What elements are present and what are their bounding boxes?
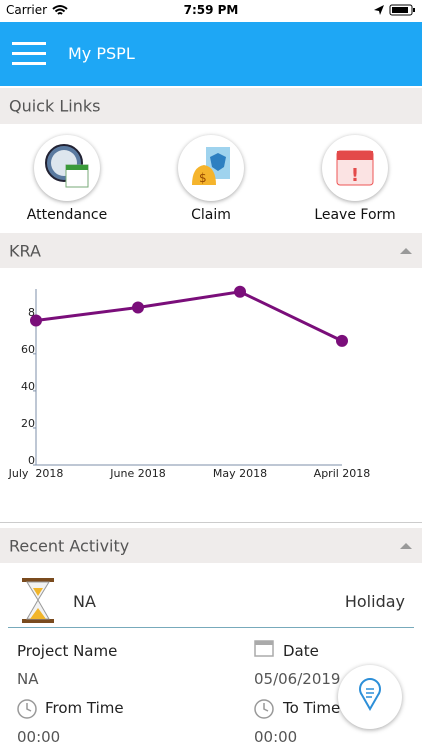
calendar-icon [254, 640, 274, 657]
quick-link-label: Attendance [26, 207, 108, 223]
y-tick-label: 60 [21, 343, 35, 356]
section-title: Quick Links [9, 96, 101, 116]
collapse-button[interactable] [400, 247, 412, 254]
field-label: From Time [45, 699, 124, 717]
data-point [234, 285, 246, 298]
x-tick-label: June 2018 [109, 467, 165, 480]
y-tick-label: 0 [28, 454, 35, 467]
section-bar: KRA [0, 233, 422, 268]
claim-button[interactable]: $ [178, 135, 244, 201]
field-label: To Time [283, 699, 341, 717]
svg-text:$: $ [199, 171, 207, 185]
section-bar: Recent Activity [0, 528, 422, 563]
data-line [35, 290, 343, 343]
data-point [30, 314, 42, 327]
field-value: 00:00 [17, 728, 61, 746]
field-value: 05/06/2019 [254, 670, 341, 688]
field-value: NA [17, 670, 39, 688]
status-icons [374, 4, 415, 16]
x-tick-label: May 2018 [213, 467, 267, 480]
field-label: Date [283, 642, 319, 660]
divider [8, 627, 414, 628]
x-tick-label: July 2018 [8, 467, 64, 480]
svg-text:!: ! [351, 165, 359, 186]
leave-form-button[interactable]: ! [322, 135, 388, 201]
section-bar: Quick Links [0, 88, 422, 124]
header-title: My PSPL [68, 44, 135, 63]
section-title: KRA [9, 241, 41, 260]
quick-link-label: Claim [191, 207, 231, 223]
carrier: Carrier [6, 3, 48, 17]
wifi-icon [52, 5, 68, 15]
data-point [132, 301, 144, 314]
app-header: My PSPL [0, 22, 422, 86]
y-tick-label: 20 [21, 417, 35, 430]
activity-type: Holiday [344, 592, 405, 611]
attendance-button[interactable] [34, 135, 100, 201]
clock-icon [17, 699, 37, 719]
fab-button[interactable] [338, 665, 402, 729]
collapse-button[interactable] [400, 542, 412, 549]
field-value: 00:00 [254, 728, 298, 746]
quick-link-label: Leave Form [314, 207, 396, 223]
clock-icon [254, 699, 274, 719]
activity-name: NA [73, 592, 96, 611]
time: 7:59 PM [183, 3, 239, 17]
y-tick-label: 40 [21, 380, 35, 393]
divider [0, 522, 422, 523]
kra-chart: 0 20 40 60 8 July 2018 June 2018 May 2018 April … [8, 285, 371, 480]
x-tick-label: April 2018 [314, 467, 371, 480]
menu-button[interactable] [12, 40, 46, 68]
section-title: Recent Activity [9, 536, 130, 555]
data-point [336, 334, 348, 347]
field-label: Project Name [17, 642, 118, 660]
y-tick-label: 8 [28, 306, 35, 319]
hourglass-icon [22, 578, 54, 623]
